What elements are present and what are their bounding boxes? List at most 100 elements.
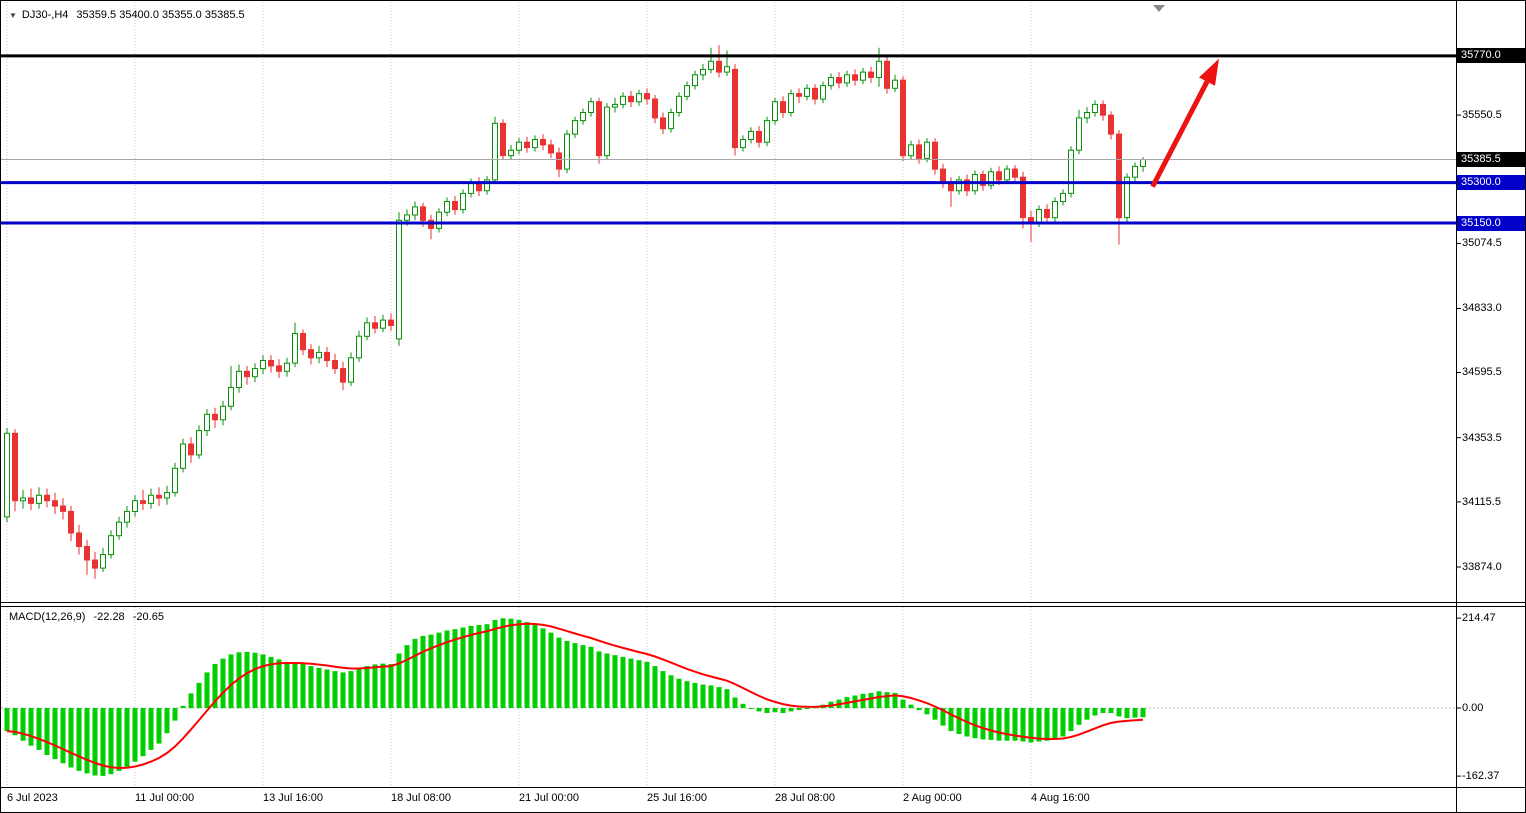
candle-body: [740, 139, 746, 149]
macd-histogram-bar: [748, 708, 754, 709]
price-badge: 35385.5: [1457, 152, 1525, 167]
candle-body: [484, 179, 490, 192]
candle-body: [364, 322, 370, 337]
candle-body: [252, 368, 258, 378]
candle-body: [860, 71, 866, 81]
time-axis[interactable]: 6 Jul 2023 11 Jul 00:00 13 Jul 16:00 18 Jul…: [1, 790, 1456, 812]
candle-body: [1084, 112, 1090, 119]
trend-arrow-shaft[interactable]: [1150, 80, 1210, 188]
price-scale-label: 33874.0: [1462, 561, 1502, 573]
candle-body: [788, 93, 794, 113]
candle-body: [420, 206, 426, 221]
candle-body: [140, 500, 146, 504]
candle-body: [812, 87, 818, 100]
candle-body: [892, 79, 898, 89]
macd-histogram-bar: [884, 692, 890, 708]
candle-body: [540, 139, 546, 146]
candle-body: [956, 179, 962, 192]
candle-body: [660, 117, 666, 130]
candle-body: [556, 152, 562, 170]
candle-body: [300, 333, 306, 351]
price-scale[interactable]: 35550.5 35074.5 34833.0 34595.5 34353.5 34115…: [1456, 1, 1525, 812]
macd-histogram-bar: [468, 625, 474, 709]
candle-body: [452, 201, 458, 211]
candle-body: [52, 500, 58, 507]
candle-body: [732, 68, 738, 149]
macd-histogram-bar: [156, 708, 162, 744]
chart-shift-marker-icon[interactable]: [1153, 5, 1165, 12]
candle-body: [700, 68, 706, 76]
macd-histogram-bar: [916, 708, 922, 711]
candle-body: [804, 87, 810, 97]
candle-body: [724, 66, 730, 73]
macd-histogram-bar: [348, 671, 354, 708]
macd-histogram-bar: [220, 658, 226, 709]
macd-histogram-bar: [196, 682, 202, 709]
candle-body: [324, 351, 330, 361]
macd-histogram-bar: [620, 656, 626, 708]
candle-body: [548, 144, 554, 154]
macd-histogram-bar: [924, 708, 930, 715]
macd-histogram-bar: [164, 708, 170, 734]
candle-body: [244, 370, 250, 378]
candle-body: [580, 112, 586, 122]
macd-histogram-bar: [988, 708, 994, 740]
candle-body: [652, 98, 658, 119]
macd-histogram-bar: [340, 672, 346, 708]
macd-histogram-bar: [1036, 708, 1042, 742]
candle-body: [764, 120, 770, 143]
price-scale-label: 34595.5: [1462, 366, 1502, 378]
date-label: 18 Jul 08:00: [391, 792, 451, 804]
trend-arrow-head[interactable]: [1199, 58, 1219, 86]
candle-body: [508, 149, 514, 157]
macd-histogram-bar: [1100, 708, 1106, 713]
macd-histogram-bar: [516, 620, 522, 708]
candle-body: [1124, 176, 1130, 219]
macd-histogram-bar: [868, 692, 874, 708]
candle-body: [380, 319, 386, 329]
macd-histogram-bar: [876, 691, 882, 709]
macd-histogram-bar: [188, 693, 194, 709]
macd-histogram-bar: [980, 708, 986, 740]
levels-layer: [1, 54, 1456, 225]
macd-histogram-bar: [180, 705, 186, 708]
macd-histogram-bar: [492, 620, 498, 708]
macd-indicator-label: MACD(12,26,9): [9, 611, 86, 623]
candle-body: [636, 93, 642, 103]
candle-body: [148, 494, 154, 504]
date-label: 6 Jul 2023: [7, 792, 58, 804]
candle-body: [612, 103, 618, 108]
macd-histogram-bar: [44, 708, 50, 755]
candle-body: [572, 120, 578, 135]
candle-body: [276, 365, 282, 372]
trend-arrow[interactable]: [1150, 58, 1219, 188]
candle-body: [180, 443, 186, 469]
macd-histogram-bar: [28, 708, 34, 746]
macd-histogram-bar: [4, 708, 10, 732]
macd-histogram-bar: [716, 687, 722, 709]
macd-layer: [1, 618, 1456, 776]
date-label: 4 Aug 16:00: [1031, 792, 1090, 804]
macd-histogram-bar: [404, 645, 410, 708]
candle-body: [876, 60, 882, 78]
candle-body: [100, 554, 106, 569]
macd-histogram-bar: [1140, 708, 1146, 718]
candle-body: [316, 351, 322, 359]
candle-body: [1132, 165, 1138, 178]
macd-histogram-bar: [388, 664, 394, 708]
macd-histogram-bar: [556, 637, 562, 708]
macd-main-value: -22.28: [93, 611, 125, 623]
candle-body: [124, 510, 130, 523]
macd-histogram-bar: [356, 668, 362, 708]
macd-histogram-bar: [172, 708, 178, 721]
macd-histogram-bar: [124, 708, 130, 767]
candle-body: [780, 101, 786, 113]
macd-histogram-bar: [692, 682, 698, 709]
candle-body: [668, 112, 674, 130]
ohlc-quote-label: 35359.5 35400.0 35355.0 35385.5: [76, 9, 245, 21]
macd-histogram-bar: [84, 708, 90, 774]
candle-body: [436, 211, 442, 229]
symbol-marker-icon: ▼: [9, 10, 17, 20]
